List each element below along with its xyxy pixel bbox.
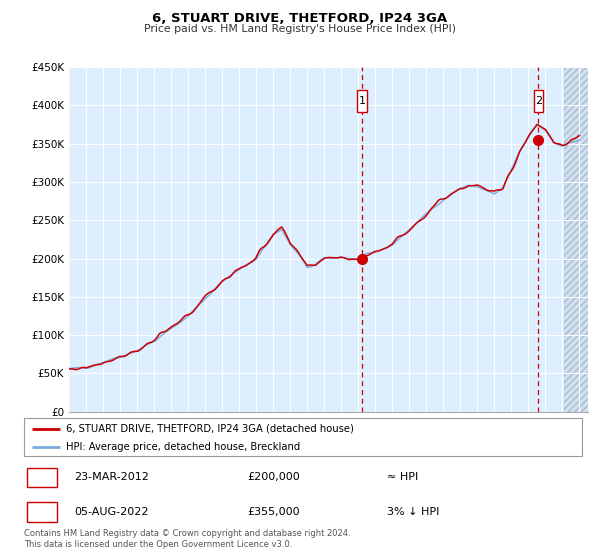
Text: 2: 2 <box>535 96 542 106</box>
Text: 6, STUART DRIVE, THETFORD, IP24 3GA: 6, STUART DRIVE, THETFORD, IP24 3GA <box>152 12 448 25</box>
Text: 23-MAR-2012: 23-MAR-2012 <box>74 472 149 482</box>
Bar <box>564 67 588 412</box>
Text: 3% ↓ HPI: 3% ↓ HPI <box>387 507 439 517</box>
Text: 1: 1 <box>359 96 365 106</box>
Text: 2: 2 <box>38 507 46 517</box>
FancyBboxPatch shape <box>533 90 543 111</box>
Text: 05-AUG-2022: 05-AUG-2022 <box>74 507 149 517</box>
FancyBboxPatch shape <box>358 90 367 111</box>
Bar <box>564 67 588 412</box>
FancyBboxPatch shape <box>27 502 58 522</box>
FancyBboxPatch shape <box>27 468 58 487</box>
Text: HPI: Average price, detached house, Breckland: HPI: Average price, detached house, Brec… <box>66 442 300 452</box>
FancyBboxPatch shape <box>24 418 582 456</box>
Text: 1: 1 <box>38 472 46 482</box>
Text: £200,000: £200,000 <box>247 472 300 482</box>
Text: ≈ HPI: ≈ HPI <box>387 472 418 482</box>
Text: 6, STUART DRIVE, THETFORD, IP24 3GA (detached house): 6, STUART DRIVE, THETFORD, IP24 3GA (det… <box>66 423 354 433</box>
Text: Contains HM Land Registry data © Crown copyright and database right 2024.
This d: Contains HM Land Registry data © Crown c… <box>24 529 350 549</box>
Text: £355,000: £355,000 <box>247 507 300 517</box>
Text: Price paid vs. HM Land Registry's House Price Index (HPI): Price paid vs. HM Land Registry's House … <box>144 24 456 34</box>
